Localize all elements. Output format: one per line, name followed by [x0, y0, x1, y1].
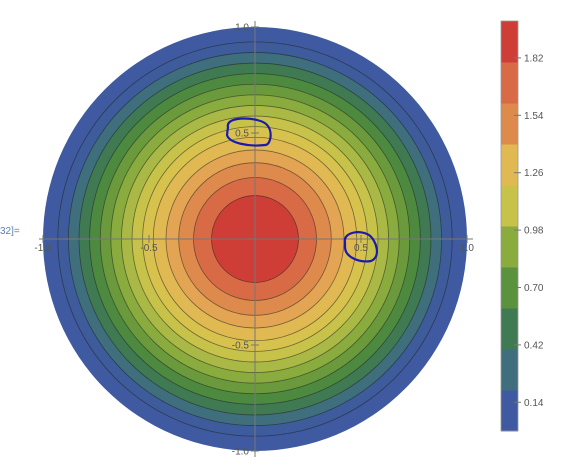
x-tick-label-0: -1.0 — [34, 243, 52, 254]
x-tick-label-1: -0.5 — [140, 243, 158, 254]
colorbar-tick-label-3: 0.98 — [524, 226, 544, 237]
colorbar-tick-label-0: 1.82 — [524, 53, 544, 64]
colorbar-tick-label-4: 0.70 — [524, 283, 544, 294]
colorbar-tick-label-2: 1.26 — [524, 168, 544, 179]
annotation-circle-y — [225, 117, 272, 147]
colorbar-band-0 — [501, 390, 518, 432]
output-cell-label: 32]= — [0, 226, 20, 237]
y-tick-label-0: 1.0 — [235, 23, 249, 34]
x-tick-label-2: 0.5 — [354, 243, 368, 254]
colorbar-band-2 — [501, 308, 518, 350]
colorbar-tick-label-1: 1.54 — [524, 111, 544, 122]
annotation-circle-x — [343, 231, 378, 263]
y-tick-label-3: -1.0 — [232, 447, 250, 458]
colorbar-tick-label-5: 0.42 — [524, 340, 544, 351]
colorbar-tick-label-6: 0.14 — [524, 398, 544, 409]
x-tick-label-3: 1.0 — [460, 243, 474, 254]
y-tick-label-1: 0.5 — [235, 129, 249, 140]
colorbar-band-6 — [501, 144, 518, 186]
colorbar-band-5 — [501, 185, 518, 227]
colorbar-band-3 — [501, 267, 518, 309]
colorbar-band-9 — [501, 21, 518, 63]
colorbar-frame — [500, 20, 519, 432]
colorbar-band-8 — [501, 62, 518, 104]
colorbar-band-1 — [501, 349, 518, 391]
y-tick-label-2: -0.5 — [232, 341, 250, 352]
colorbar-band-4 — [501, 226, 518, 268]
colorbar-band-7 — [501, 103, 518, 145]
